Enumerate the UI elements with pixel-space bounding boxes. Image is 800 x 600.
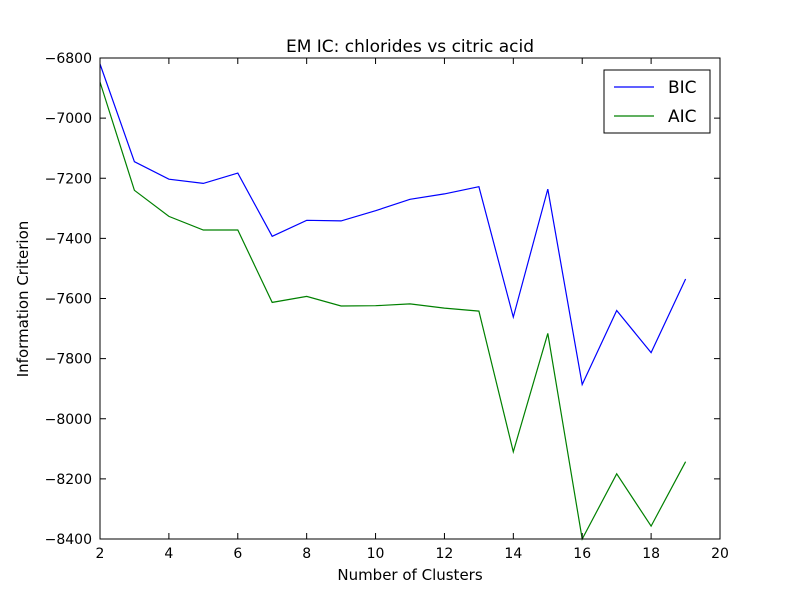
- plot-area-frame: [99, 57, 721, 540]
- axis-ticks: 2 4 6 8 10 12 14 16 18 20 −6800 −7000 −7200 −7400 −760…: [45, 51, 729, 562]
- x-tick-label: 6: [233, 546, 242, 562]
- x-axis-label: Number of Clusters: [337, 566, 482, 584]
- y-tick-label: −6800: [45, 51, 92, 67]
- x-tick-label: 8: [302, 546, 311, 562]
- x-tick-label: 2: [96, 546, 105, 562]
- x-tick-label: 12: [436, 546, 454, 562]
- legend: BIC AIC: [603, 69, 711, 134]
- y-axis-label: Information Criterion: [14, 221, 32, 378]
- x-tick-label: 10: [367, 546, 385, 562]
- y-tick-label: −7800: [45, 352, 92, 368]
- series-line-bic: [99, 63, 687, 387]
- chart-title: EM IC: chlorides vs citric acid: [286, 37, 534, 57]
- series-line-aic: [99, 81, 687, 541]
- plot-lines: [99, 63, 687, 541]
- y-tick-label: −8000: [45, 412, 92, 428]
- y-tick-label: −7600: [45, 292, 92, 308]
- y-tick-label: −7200: [45, 171, 92, 187]
- legend-label-aic: AIC: [668, 107, 697, 127]
- x-tick-label: 18: [642, 546, 660, 562]
- x-tick-label: 20: [711, 546, 729, 562]
- x-tick-label: 4: [164, 546, 173, 562]
- y-tick-label: −7400: [45, 231, 92, 247]
- x-tick-label: 16: [573, 546, 591, 562]
- y-tick-label: −7000: [45, 111, 92, 127]
- y-tick-label: −8400: [45, 532, 92, 548]
- legend-box: [603, 69, 711, 134]
- x-tick-label: 14: [504, 546, 522, 562]
- legend-label-bic: BIC: [668, 78, 697, 98]
- y-tick-label: −8200: [45, 472, 92, 488]
